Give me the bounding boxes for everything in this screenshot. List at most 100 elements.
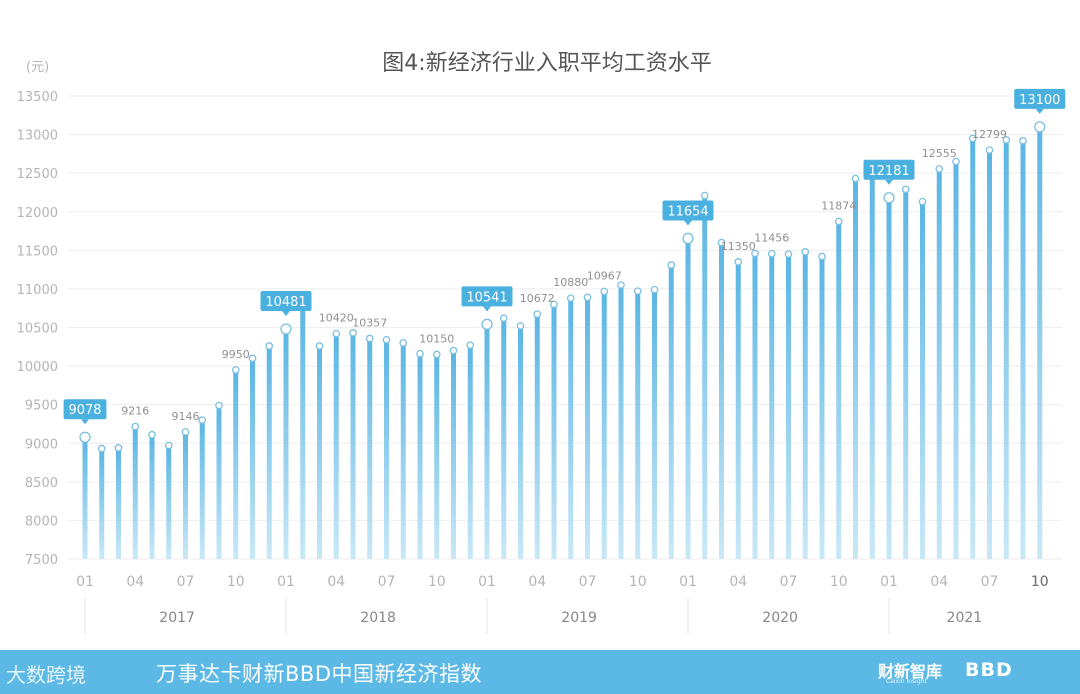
data-label: 10672 <box>520 292 555 305</box>
bar <box>903 189 909 559</box>
data-label: 10967 <box>587 269 622 282</box>
data-label: 10420 <box>319 312 354 325</box>
data-label: 10880 <box>553 276 588 289</box>
bar-top-marker <box>633 287 642 296</box>
bar-top-marker <box>583 293 592 302</box>
footer-logo-caixin-sub: Caixin Insight <box>886 678 927 685</box>
bar <box>484 324 490 559</box>
y-tick-label: 10500 <box>17 322 58 337</box>
bar-top-marker <box>365 334 374 343</box>
bar-top-marker <box>481 318 493 330</box>
bar <box>166 445 172 559</box>
y-tick-label: 12000 <box>17 206 58 221</box>
bar-top-marker <box>600 287 609 296</box>
bar <box>819 256 825 559</box>
bar <box>685 238 691 560</box>
callout-label: 9078 <box>68 403 101 418</box>
bar <box>1020 140 1026 560</box>
bar <box>936 168 942 560</box>
bar-top-marker <box>215 401 223 410</box>
bar <box>786 254 791 560</box>
bar <box>752 253 758 560</box>
data-label: 10357 <box>352 317 387 330</box>
bar-top-marker <box>883 192 895 204</box>
bar-top-marker <box>466 341 475 350</box>
data-label: 12799 <box>972 128 1007 141</box>
footer-title: 万事达卡财新BBD中国新经济指数 <box>156 662 482 686</box>
bar-top-marker <box>181 428 190 436</box>
x-tick-label: 10 <box>1031 574 1049 590</box>
bar <box>116 447 121 559</box>
bar-top-marker <box>566 294 575 303</box>
data-label: 9950 <box>222 348 250 361</box>
bar <box>534 314 540 559</box>
footer-logo-left: 大数跨境 <box>6 663 86 687</box>
bar <box>266 346 272 559</box>
data-label: 11350 <box>721 240 756 253</box>
bar-top-marker <box>231 366 240 374</box>
data-label: 11874 <box>821 199 856 212</box>
bar <box>317 346 322 559</box>
bar <box>333 333 339 559</box>
bar-top-marker <box>918 197 927 206</box>
bar <box>652 289 657 559</box>
callout-label: 10481 <box>265 295 306 310</box>
year-label: 2017 <box>159 610 195 626</box>
bar-top-marker <box>784 250 793 259</box>
bar <box>970 138 976 560</box>
bar-top-marker <box>97 444 106 453</box>
bar-top-marker <box>818 252 826 261</box>
bar <box>869 171 875 559</box>
bar-top-marker <box>1034 121 1046 133</box>
bar-top-marker <box>1019 136 1027 145</box>
bar <box>585 297 590 559</box>
bar <box>1037 126 1043 559</box>
bar-top-marker <box>164 441 173 450</box>
callout-pointer <box>885 179 893 185</box>
bar-top-marker <box>399 339 408 347</box>
x-tick-label: 01 <box>76 574 94 590</box>
callout-box <box>260 290 312 311</box>
y-tick-label: 13500 <box>17 90 58 105</box>
bar <box>384 339 389 559</box>
bar <box>668 264 674 559</box>
bar <box>836 221 842 559</box>
y-unit-label: (元) <box>26 60 49 75</box>
bar-top-marker <box>985 146 994 154</box>
x-tick-label: 10 <box>830 574 848 590</box>
x-tick-label: 07 <box>177 574 195 590</box>
bar <box>82 437 88 559</box>
bar-top-marker <box>717 238 726 247</box>
bar <box>802 251 808 560</box>
y-tick-label: 9000 <box>25 437 58 452</box>
data-label: 9216 <box>121 405 149 418</box>
bar-top-marker <box>280 323 292 335</box>
bar <box>417 353 423 559</box>
x-tick-label: 10 <box>1031 574 1049 590</box>
x-tick-label: 04 <box>126 574 144 590</box>
bar <box>719 242 724 559</box>
bar <box>601 291 607 559</box>
x-tick-label: 07 <box>780 574 798 590</box>
y-tick-label: 8000 <box>25 514 58 529</box>
bar-top-marker <box>650 285 659 294</box>
x-tick-label: 04 <box>930 574 948 590</box>
callout-pointer <box>1035 108 1044 114</box>
bar <box>467 345 473 559</box>
x-tick-label: 04 <box>729 574 747 590</box>
year-label: 2021 <box>947 610 983 626</box>
y-tick-label: 11500 <box>17 244 58 259</box>
bar <box>183 431 188 559</box>
callout-box <box>662 200 714 221</box>
bar-top-marker <box>248 354 257 363</box>
bar-top-marker <box>533 310 542 319</box>
callout-label: 13100 <box>1019 93 1060 108</box>
chart-title: 图4:新经济行业入职平均工资水平 <box>382 51 711 76</box>
callout-label: 11654 <box>667 204 708 219</box>
x-tick-label: 10 <box>629 574 647 590</box>
bar-top-marker <box>516 322 525 330</box>
footer-logo-bbd: BBD <box>965 659 1013 681</box>
x-tick-label: 01 <box>277 574 295 590</box>
bar-top-marker <box>265 342 274 350</box>
callout-label: 12181 <box>868 164 909 179</box>
